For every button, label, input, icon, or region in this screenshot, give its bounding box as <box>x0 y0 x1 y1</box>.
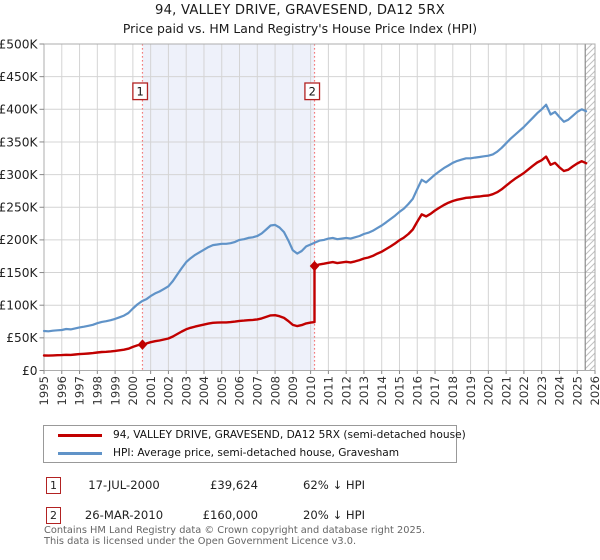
svg-text:2025: 2025 <box>570 376 584 406</box>
svg-text:£450K: £450K <box>0 70 39 84</box>
legend-item-hpi: HPI: Average price, semi-detached house,… <box>44 446 456 461</box>
svg-text:2000: 2000 <box>126 376 140 406</box>
svg-text:£50K: £50K <box>6 331 38 345</box>
svg-text:2020: 2020 <box>482 376 496 406</box>
svg-text:£100K: £100K <box>0 299 39 313</box>
svg-text:2026: 2026 <box>588 376 600 406</box>
svg-text:2005: 2005 <box>215 376 229 406</box>
svg-text:1996: 1996 <box>55 376 69 406</box>
license-footer: Contains HM Land Registry data © Crown c… <box>44 525 426 547</box>
svg-text:2002: 2002 <box>162 376 176 406</box>
legend-item-property: 94, VALLEY DRIVE, GRAVESEND, DA12 5RX (s… <box>44 428 466 443</box>
svg-text:2008: 2008 <box>268 376 282 406</box>
legend-label-hpi: HPI: Average price, semi-detached house,… <box>113 447 400 459</box>
y-axis-labels: £0 £50K £100K £150K £200K £250K £300K £350K £400… <box>0 37 44 378</box>
transaction-row-1: 1 17-JUL-2000 £39,624 62% ↓ HPI <box>0 477 600 497</box>
svg-text:£250K: £250K <box>0 201 39 215</box>
svg-text:2014: 2014 <box>375 376 389 406</box>
legend-swatch-property <box>58 433 102 437</box>
svg-text:2018: 2018 <box>446 376 460 406</box>
footer-line-2: This data is licensed under the Open Gov… <box>44 535 357 547</box>
sale-2-marker <box>309 260 320 272</box>
page-subtitle: Price paid vs. HM Land Registry's House … <box>122 20 478 36</box>
footer-line-1: Contains HM Land Registry data © Crown c… <box>44 525 426 536</box>
svg-text:£500K: £500K <box>0 37 39 51</box>
sale-date-2: 26-MAR-2010 <box>84 508 164 522</box>
svg-text:1997: 1997 <box>73 376 87 406</box>
svg-text:2009: 2009 <box>286 376 300 406</box>
svg-text:2011: 2011 <box>322 376 336 406</box>
svg-text:1999: 1999 <box>108 376 122 406</box>
svg-text:2006: 2006 <box>233 376 247 406</box>
svg-text:2010: 2010 <box>304 376 318 406</box>
svg-text:2019: 2019 <box>464 376 478 406</box>
svg-text:£300K: £300K <box>0 168 39 182</box>
chart-legend: 94, VALLEY DRIVE, GRAVESEND, DA12 5RX (s… <box>43 425 466 463</box>
sale-number-badge-1: 1 <box>46 477 61 494</box>
future-hatch-region <box>585 44 595 371</box>
svg-text:2021: 2021 <box>499 376 513 406</box>
svg-text:2022: 2022 <box>517 376 531 406</box>
sale-1-marker <box>137 339 148 350</box>
legend-swatch-hpi <box>58 451 102 455</box>
svg-text:£400K: £400K <box>0 103 39 117</box>
svg-text:2003: 2003 <box>179 376 193 406</box>
sale-price-2: £160,000 <box>202 508 258 522</box>
sale-vs-hpi-2: 20% ↓ HPI <box>303 508 365 522</box>
svg-text:2013: 2013 <box>357 376 371 406</box>
svg-text:2001: 2001 <box>144 376 158 406</box>
transaction-row-2: 2 26-MAR-2010 £160,000 20% ↓ HPI <box>0 507 600 527</box>
sale-1-label-text: 1 <box>137 85 144 99</box>
sale-price-1: £39,624 <box>210 478 258 492</box>
svg-text:£350K: £350K <box>0 135 39 149</box>
sale-vs-hpi-1: 62% ↓ HPI <box>303 478 365 492</box>
svg-text:1998: 1998 <box>91 376 105 406</box>
sale-date-1: 17-JUL-2000 <box>88 478 160 492</box>
svg-text:2024: 2024 <box>553 376 567 406</box>
svg-text:2017: 2017 <box>428 376 442 406</box>
svg-text:2016: 2016 <box>410 376 424 406</box>
sale-number-badge-2: 2 <box>46 507 61 524</box>
x-axis-labels: 1995 1996 1997 1998 1999 2000 2001 2002 2003 2004… <box>37 370 600 406</box>
svg-text:2007: 2007 <box>250 376 264 406</box>
price-history-chart: £0 £50K £100K £150K £200K £250K £300K £350K £400… <box>0 37 600 406</box>
svg-text:2015: 2015 <box>393 376 407 406</box>
hpi-line <box>42 103 588 333</box>
sale-2-label-text: 2 <box>309 85 316 99</box>
svg-text:£200K: £200K <box>0 233 39 247</box>
legend-label-property: 94, VALLEY DRIVE, GRAVESEND, DA12 5RX (s… <box>113 429 466 441</box>
sale-1-label-box <box>132 82 149 101</box>
svg-text:2023: 2023 <box>535 376 549 406</box>
svg-text:2004: 2004 <box>197 376 211 406</box>
svg-text:2012: 2012 <box>339 376 353 406</box>
svg-text:£0: £0 <box>22 364 38 378</box>
svg-text:1995: 1995 <box>37 376 51 406</box>
sale-2-label-box <box>304 82 321 101</box>
svg-text:£150K: £150K <box>0 266 39 280</box>
page-title: 94, VALLEY DRIVE, GRAVESEND, DA12 5RX <box>155 3 445 18</box>
